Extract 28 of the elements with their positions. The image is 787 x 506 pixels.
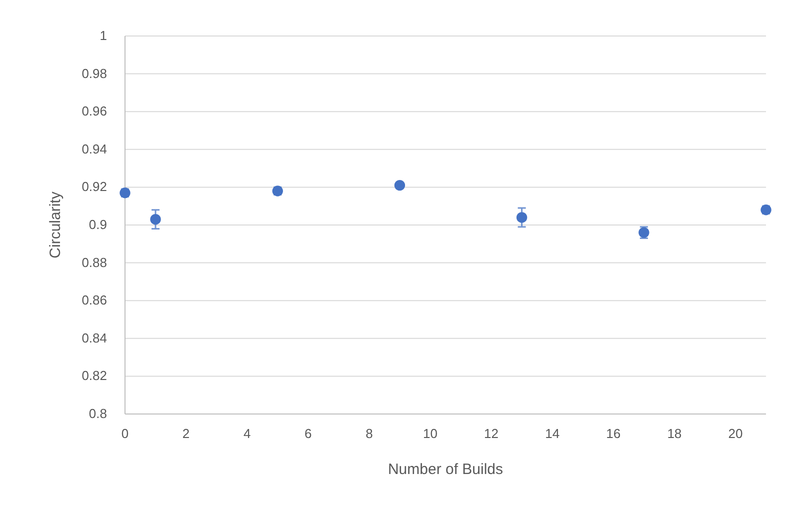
x-tick-label: 0 — [121, 426, 129, 441]
x-tick-label: 8 — [366, 426, 373, 441]
x-tick-label: 18 — [667, 426, 682, 441]
x-tick-label: 6 — [304, 426, 312, 441]
x-tick-label: 2 — [182, 426, 190, 441]
y-tick-label: 0.84 — [82, 330, 107, 346]
point — [150, 214, 161, 225]
y-axis-title: Circularity — [47, 191, 64, 258]
y-tick-label: 0.86 — [82, 292, 107, 308]
y-tick-label: 0.94 — [82, 141, 107, 156]
x-tick-label: 4 — [243, 426, 251, 441]
point — [394, 180, 406, 191]
x-tick-label: 10 — [423, 426, 438, 441]
x-tick-label: 14 — [545, 426, 560, 441]
x-axis-title: Number of Builds — [388, 461, 504, 478]
y-tick-label: 1 — [100, 28, 107, 43]
y-tick-label: 0.82 — [82, 368, 107, 384]
y-tick-label: 0.92 — [82, 179, 107, 194]
point — [120, 188, 130, 198]
y-tick-label: 0.9 — [88, 217, 107, 232]
point — [516, 212, 528, 223]
y-tick-label: 0.96 — [82, 104, 107, 119]
y-tick-label: 0.8 — [88, 406, 107, 421]
y-tick-label: 0.98 — [82, 66, 107, 81]
x-tick-label: 12 — [484, 426, 499, 441]
y-tick-label: 0.88 — [82, 254, 107, 270]
x-tick-label: 20 — [728, 426, 743, 441]
x-tick-label: 16 — [606, 426, 621, 441]
